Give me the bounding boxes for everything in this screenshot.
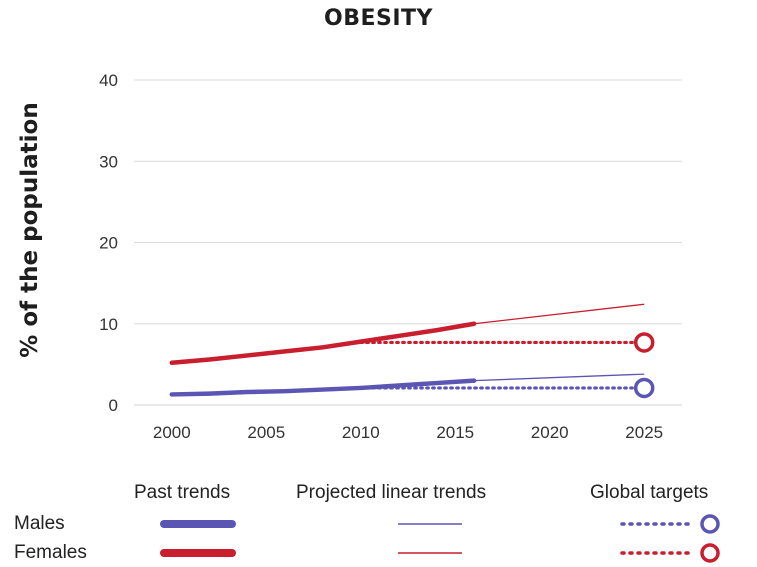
y-tick-label-30: 30 [99, 152, 118, 171]
y-tick-label-40: 40 [99, 71, 118, 90]
legend-target-circle-females [700, 543, 720, 563]
target-marker-females [633, 332, 655, 353]
legend-col-past-trends: Past trends [134, 482, 231, 503]
series-females-projected-linear-trends [474, 303, 645, 325]
y-tick-label-20: 20 [99, 234, 118, 253]
x-tick-label-2015: 2015 [436, 423, 474, 442]
chart-plot: 0 10 20 30 40 2000 2005 2010 2015 2020 2025 [99, 71, 682, 442]
series-males-projected-linear-trends [474, 373, 645, 382]
series-females-past-trends [169, 321, 477, 365]
legend-row-females: Females [14, 542, 87, 563]
y-tick-label-0: 0 [109, 396, 118, 415]
series-males-past-trends [169, 378, 477, 397]
x-tick-label-2010: 2010 [342, 423, 380, 442]
chart-title: OBESITY [324, 6, 433, 31]
y-tick-label-10: 10 [99, 315, 118, 334]
legend-target-circle-males [700, 514, 720, 534]
legend-row-males: Males [14, 513, 65, 534]
x-tick-label-2000: 2000 [153, 423, 191, 442]
legend-col-projected-trends: Projected linear trends [296, 482, 487, 503]
x-tick-label-2005: 2005 [247, 423, 285, 442]
target-marker-males [633, 377, 655, 399]
legend-col-global-targets: Global targets [590, 482, 709, 503]
x-tick-label-2020: 2020 [531, 423, 569, 442]
x-tick-label-2025: 2025 [625, 423, 663, 442]
